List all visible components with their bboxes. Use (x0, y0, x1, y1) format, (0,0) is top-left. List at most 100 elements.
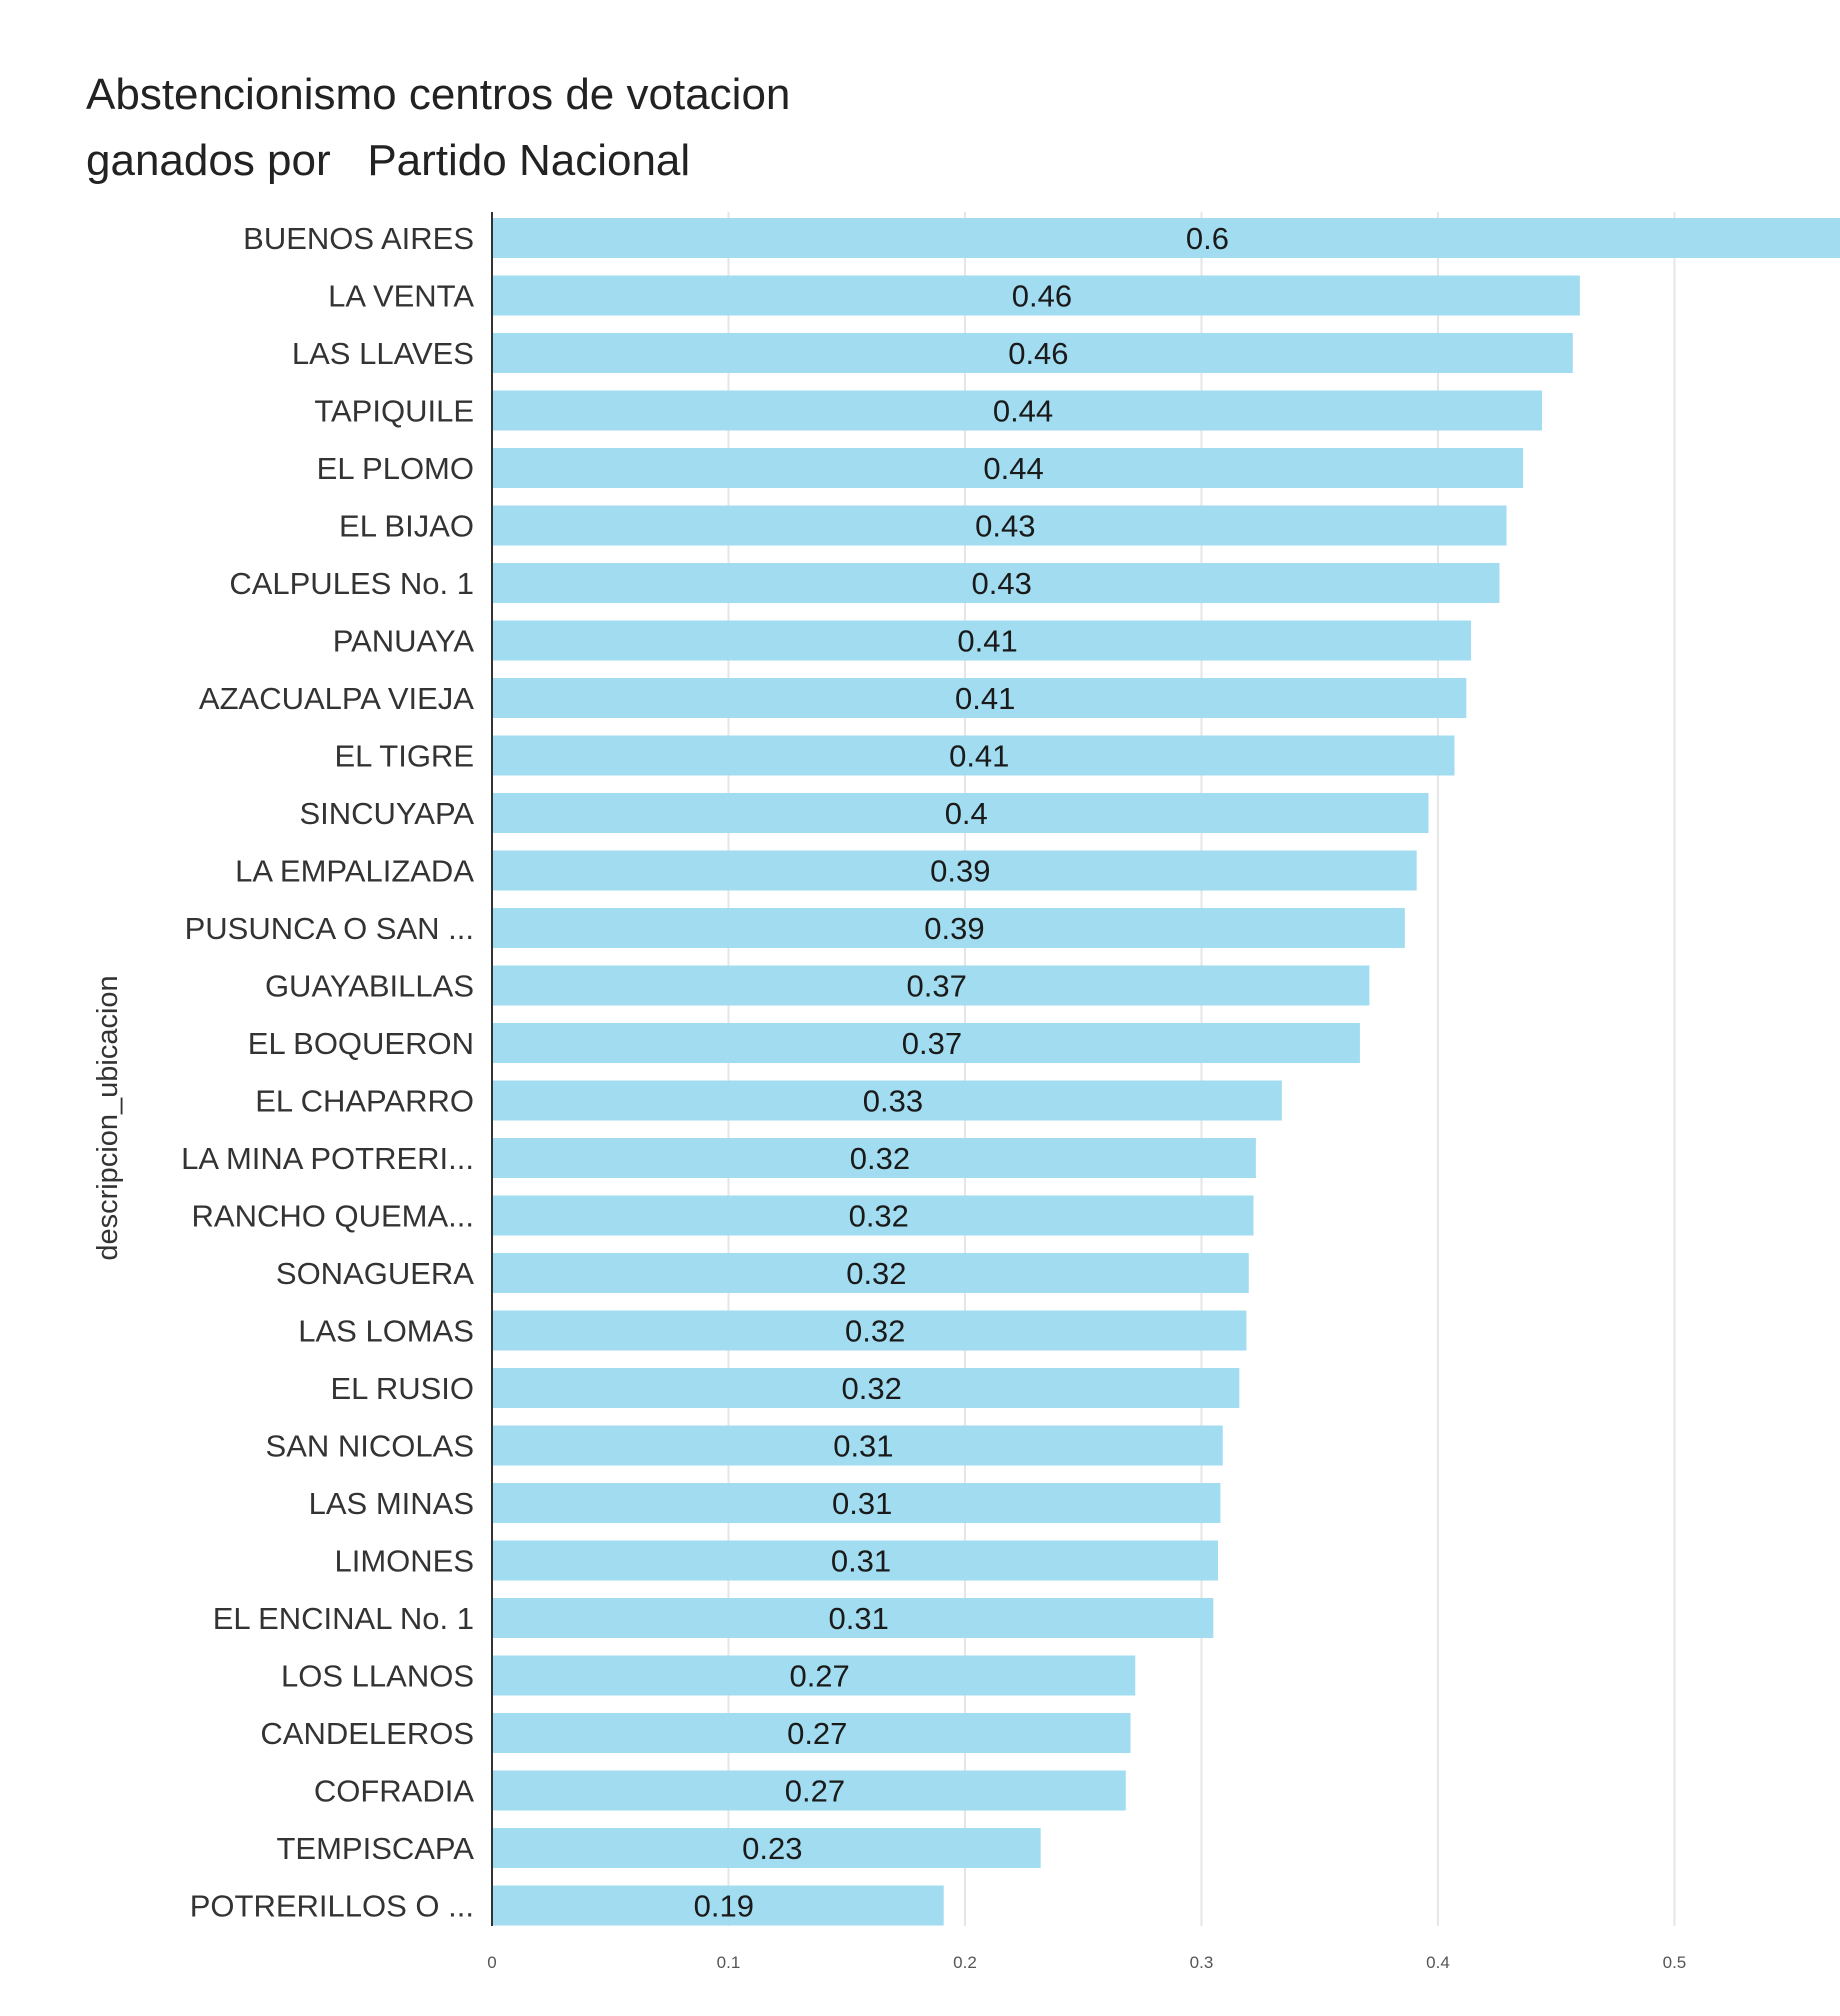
category-label: LIMONES (334, 1544, 474, 1579)
bar (492, 333, 1573, 373)
bar-value-label: 0.39 (924, 911, 984, 946)
category-label: LA VENTA (328, 279, 474, 314)
category-label: EL BIJAO (339, 509, 474, 544)
bar (492, 390, 1543, 431)
category-label: RANCHO QUEMA... (192, 1199, 474, 1234)
x-tick-labels: 0 0.1 0.2 0.3 0.4 0.5 (487, 1953, 1686, 1972)
bar (492, 1540, 1219, 1581)
category-label: LA EMPALIZADA (235, 854, 474, 889)
bar (492, 1425, 1223, 1466)
bar (492, 1310, 1247, 1351)
bar (492, 1080, 1282, 1121)
bar (492, 1885, 944, 1926)
bar (492, 850, 1417, 891)
bar-value-label: 0.19 (694, 1889, 754, 1924)
category-label: BUENOS AIRES (243, 221, 474, 256)
bars (492, 218, 1840, 1926)
category-label: POTRERILLOS O ... (190, 1889, 474, 1924)
bar (492, 678, 1467, 718)
category-label: CANDELEROS (260, 1716, 474, 1751)
bar-value-label: 0.43 (975, 509, 1035, 544)
bar-value-label: 0.6 (1186, 221, 1229, 256)
category-labels: BUENOS AIRES LA VENTA LAS LLAVES TAPIQUILE E… (181, 221, 474, 1924)
category-label: EL ENCINAL No. 1 (213, 1601, 474, 1636)
bar (492, 505, 1507, 546)
bar-value-label: 0.31 (833, 1429, 893, 1464)
category-label: GUAYABILLAS (265, 969, 474, 1004)
bar-value-label: 0.27 (787, 1716, 847, 1751)
category-label: LA MINA POTRERI... (181, 1141, 474, 1176)
category-label: EL CHAPARRO (255, 1084, 474, 1119)
bar-value-label: 0.46 (1008, 336, 1068, 371)
x-tick-label: 0.4 (1426, 1953, 1450, 1972)
category-label: EL BOQUERON (248, 1026, 474, 1061)
bar (492, 1713, 1131, 1753)
category-label: LAS MINAS (309, 1486, 474, 1521)
category-label: SONAGUERA (276, 1256, 474, 1291)
bar (492, 908, 1405, 948)
bar-value-label: 0.43 (972, 566, 1032, 601)
category-label: LAS LOMAS (298, 1314, 474, 1349)
bar-value-label: 0.41 (955, 681, 1015, 716)
y-axis-title: descripcion_ubicacion (92, 975, 124, 1260)
bar-value-label: 0.33 (863, 1084, 923, 1119)
bar-value-label: 0.31 (828, 1601, 888, 1636)
bar-value-label: 0.32 (845, 1314, 905, 1349)
bar-value-label: 0.37 (902, 1026, 962, 1061)
bar-value-label: 0.27 (789, 1659, 849, 1694)
category-label: LAS LLAVES (292, 336, 474, 371)
chart-title: Abstencionismo centros de votacion ganad… (86, 62, 790, 194)
bar-value-label: 0.32 (841, 1371, 901, 1406)
category-label: EL TIGRE (334, 739, 474, 774)
category-label: PANUAYA (333, 624, 475, 659)
bar (492, 1023, 1360, 1063)
bar-value-label: 0.46 (1012, 279, 1072, 314)
bar (492, 1138, 1256, 1178)
bar (492, 563, 1500, 603)
bar (492, 1195, 1254, 1236)
bar-value-label: 0.41 (949, 739, 1009, 774)
bar-value-label: 0.39 (930, 854, 990, 889)
category-label: SAN NICOLAS (266, 1429, 474, 1464)
bar-value-label: 0.32 (850, 1141, 910, 1176)
x-tick-label: 0.2 (953, 1953, 977, 1972)
bar (492, 218, 1840, 258)
category-label: TEMPISCAPA (276, 1831, 474, 1866)
category-label: SINCUYAPA (299, 796, 474, 831)
category-label: CALPULES No. 1 (229, 566, 474, 601)
grid-lines (727, 212, 1676, 1926)
chart-title-line-1: Abstencionismo centros de votacion (86, 70, 791, 119)
bar-value-label: 0.31 (831, 1544, 891, 1579)
bar (492, 448, 1524, 488)
bar-value-label: 0.23 (742, 1831, 802, 1866)
bar-value-label: 0.44 (983, 451, 1043, 486)
bar-value-label: 0.41 (957, 624, 1017, 659)
x-tick-label: 0.5 (1663, 1953, 1687, 1972)
bar-value-label: 0.44 (993, 394, 1053, 429)
bar (492, 1828, 1041, 1868)
bar (492, 1253, 1249, 1293)
bar (492, 275, 1580, 316)
bar (492, 1770, 1126, 1811)
category-label: COFRADIA (314, 1774, 475, 1809)
category-label: AZACUALPA VIEJA (199, 681, 474, 716)
x-tick-label: 0.1 (717, 1953, 741, 1972)
bar-value-label: 0.31 (832, 1486, 892, 1521)
bar-value-label: 0.32 (846, 1256, 906, 1291)
category-label: LOS LLANOS (281, 1659, 474, 1694)
bar-value-label: 0.27 (785, 1774, 845, 1809)
bar (492, 793, 1429, 833)
value-labels: 0.6 0.46 0.46 0.44 0.44 0.43 0.43 0.41 0.41 0.41 0… (694, 221, 1229, 1924)
category-label: TAPIQUILE (314, 394, 474, 429)
bar (492, 1655, 1136, 1696)
bar (492, 965, 1370, 1006)
bar (492, 735, 1455, 776)
chart-title-line-2: ganados por Partido Nacional (86, 136, 691, 185)
category-label: PUSUNCA O SAN ... (185, 911, 474, 946)
x-tick-label: 0.3 (1190, 1953, 1214, 1972)
bar (492, 1598, 1214, 1638)
x-tick-label: 0 (487, 1953, 496, 1972)
bar (492, 620, 1472, 661)
category-label: EL PLOMO (317, 451, 474, 486)
bar-value-label: 0.4 (945, 796, 988, 831)
